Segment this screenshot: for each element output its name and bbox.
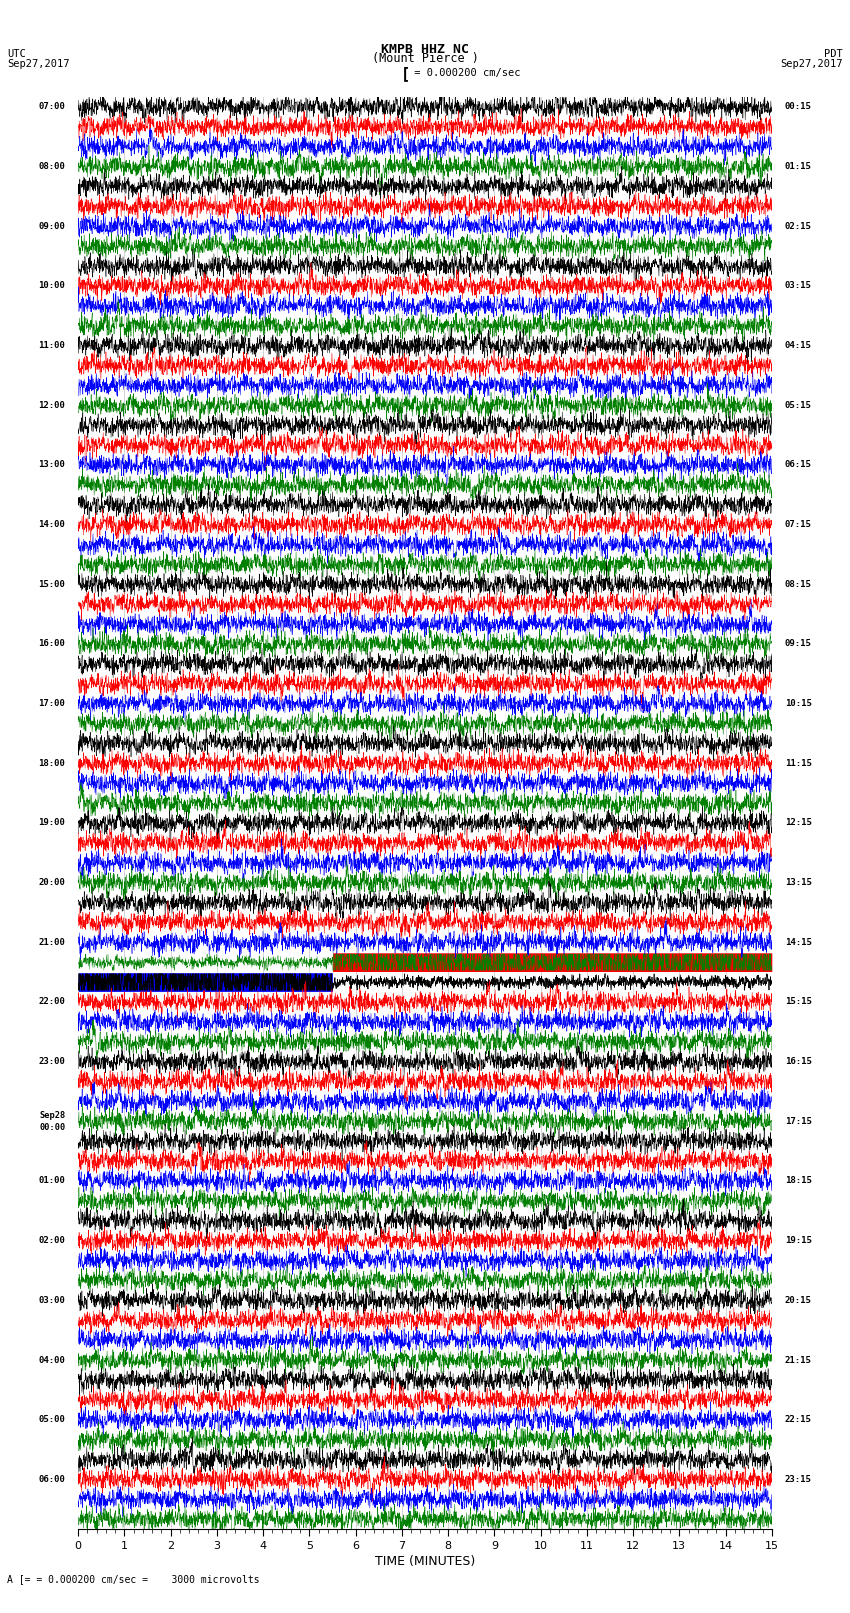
Text: 11:15: 11:15 — [785, 758, 812, 768]
Text: Sep27,2017: Sep27,2017 — [7, 58, 70, 69]
Text: 03:00: 03:00 — [38, 1295, 65, 1305]
Text: 10:15: 10:15 — [785, 698, 812, 708]
Text: 12:15: 12:15 — [785, 818, 812, 827]
Text: 09:15: 09:15 — [785, 639, 812, 648]
Text: 04:15: 04:15 — [785, 340, 812, 350]
Text: 17:15: 17:15 — [785, 1116, 812, 1126]
Text: 18:00: 18:00 — [38, 758, 65, 768]
Text: 11:00: 11:00 — [38, 340, 65, 350]
Text: 03:15: 03:15 — [785, 281, 812, 290]
Text: 20:15: 20:15 — [785, 1295, 812, 1305]
Text: 08:15: 08:15 — [785, 579, 812, 589]
Text: 15:15: 15:15 — [785, 997, 812, 1007]
Text: PDT: PDT — [824, 48, 843, 60]
Text: 21:15: 21:15 — [785, 1355, 812, 1365]
Text: 13:00: 13:00 — [38, 460, 65, 469]
Text: 08:00: 08:00 — [38, 161, 65, 171]
Text: 00:00: 00:00 — [39, 1123, 65, 1132]
Text: KMPB HHZ NC: KMPB HHZ NC — [381, 42, 469, 56]
Text: 18:15: 18:15 — [785, 1176, 812, 1186]
Text: 19:00: 19:00 — [38, 818, 65, 827]
Text: 23:15: 23:15 — [785, 1474, 812, 1484]
Text: 05:15: 05:15 — [785, 400, 812, 410]
Text: [: [ — [401, 66, 411, 81]
Text: 01:15: 01:15 — [785, 161, 812, 171]
Text: 16:15: 16:15 — [785, 1057, 812, 1066]
Text: 01:00: 01:00 — [38, 1176, 65, 1186]
Text: 14:15: 14:15 — [785, 937, 812, 947]
Text: = 0.000200 cm/sec: = 0.000200 cm/sec — [408, 68, 520, 79]
Text: UTC: UTC — [7, 48, 26, 60]
Text: 23:00: 23:00 — [38, 1057, 65, 1066]
Text: 00:15: 00:15 — [785, 102, 812, 111]
Text: 22:15: 22:15 — [785, 1415, 812, 1424]
X-axis label: TIME (MINUTES): TIME (MINUTES) — [375, 1555, 475, 1568]
Text: 02:15: 02:15 — [785, 221, 812, 231]
Text: 20:00: 20:00 — [38, 877, 65, 887]
Text: Sep27,2017: Sep27,2017 — [780, 58, 843, 69]
Text: 05:00: 05:00 — [38, 1415, 65, 1424]
Text: 16:00: 16:00 — [38, 639, 65, 648]
Text: 14:00: 14:00 — [38, 519, 65, 529]
Text: 22:00: 22:00 — [38, 997, 65, 1007]
Text: (Mount Pierce ): (Mount Pierce ) — [371, 52, 479, 65]
Text: 13:15: 13:15 — [785, 877, 812, 887]
Text: 17:00: 17:00 — [38, 698, 65, 708]
Text: 21:00: 21:00 — [38, 937, 65, 947]
Text: 07:15: 07:15 — [785, 519, 812, 529]
Text: A [= = 0.000200 cm/sec =    3000 microvolts: A [= = 0.000200 cm/sec = 3000 microvolts — [7, 1574, 259, 1584]
Text: 07:00: 07:00 — [38, 102, 65, 111]
Text: 10:00: 10:00 — [38, 281, 65, 290]
Text: 09:00: 09:00 — [38, 221, 65, 231]
Text: 02:00: 02:00 — [38, 1236, 65, 1245]
Text: 15:00: 15:00 — [38, 579, 65, 589]
Text: 06:00: 06:00 — [38, 1474, 65, 1484]
Text: Sep28: Sep28 — [39, 1111, 65, 1119]
Text: 12:00: 12:00 — [38, 400, 65, 410]
Text: 04:00: 04:00 — [38, 1355, 65, 1365]
Text: 06:15: 06:15 — [785, 460, 812, 469]
Text: 19:15: 19:15 — [785, 1236, 812, 1245]
